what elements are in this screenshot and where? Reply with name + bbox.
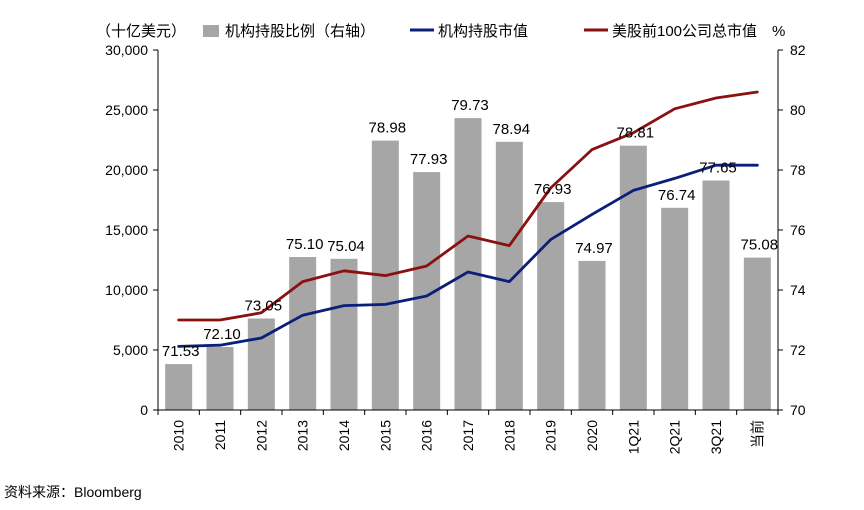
institutional-market-value-line [177, 163, 759, 348]
bar-data-label: 75.04 [327, 238, 365, 255]
right-axis-unit-label: % [772, 23, 785, 40]
x-axis-tick-label: 1Q21 [625, 420, 641, 454]
bar-data-label: 75.08 [741, 237, 779, 254]
right-axis-tick-label: 82 [790, 42, 806, 58]
bar [619, 145, 647, 410]
x-axis-tick-label: 2010 [171, 420, 187, 451]
bar [537, 202, 565, 410]
bar [743, 257, 771, 410]
bar-data-label: 73.05 [245, 298, 283, 315]
bar [165, 364, 193, 410]
x-axis-tick-label: 2011 [212, 420, 228, 450]
line-series [177, 90, 759, 348]
bar-data-label: 79.73 [451, 97, 489, 114]
left-axis-tick-label: 15,000 [105, 222, 148, 238]
x-axis-tick-label: 2017 [460, 420, 476, 451]
left-axis-unit-label: （十亿美元） [96, 23, 186, 40]
x-axis-tick-label: 2018 [501, 420, 517, 451]
right-axis-tick-label: 76 [790, 222, 806, 238]
top100-market-cap-line [177, 90, 759, 322]
bar-data-label: 77.93 [410, 151, 448, 168]
x-axis-tick-label: 3Q21 [708, 420, 724, 454]
x-axis-tick-label: 2012 [253, 420, 269, 451]
bar-data-label: 76.93 [534, 181, 572, 198]
bar-data-label: 76.74 [658, 187, 696, 204]
axes: 0 5,000 10,000 15,000 20,000 25,000 30,000 70 72… [105, 42, 806, 454]
left-axis-tick-label: 0 [140, 402, 148, 418]
bar-data-label: 77.65 [699, 160, 737, 177]
right-axis-tick-label: 78 [790, 162, 806, 178]
x-axis-tick-label: 2Q21 [667, 420, 683, 454]
bar [330, 258, 358, 410]
right-axis-tick-label: 74 [790, 282, 806, 298]
bar [702, 180, 730, 410]
source-note: 资料来源：Bloomberg [4, 484, 142, 500]
bar-data-label: 71.53 [162, 343, 200, 360]
left-axis-tick-label: 20,000 [105, 162, 148, 178]
legend-label: 机构持股市值 [438, 23, 528, 40]
left-axis-tick-label: 5,000 [113, 342, 148, 358]
x-axis-tick-label: 当前 [749, 420, 765, 448]
bar-data-label: 74.97 [575, 240, 613, 257]
legend-swatch-bar [203, 25, 219, 37]
bar-series [165, 118, 771, 411]
x-axis-tick-label: 2019 [543, 420, 559, 451]
right-axis-tick-label: 70 [790, 402, 806, 418]
bar [495, 141, 523, 411]
right-axis-tick-label: 80 [790, 102, 806, 118]
bar-data-label: 72.10 [203, 326, 241, 343]
legend: 机构持股比例（右轴） 机构持股市值 美股前100公司总市值 [203, 23, 757, 40]
x-axis-tick-label: 2015 [377, 420, 393, 451]
bar-data-label: 75.10 [286, 236, 324, 253]
legend-label: 美股前100公司总市值 [612, 23, 757, 40]
bar [578, 260, 606, 410]
legend-label: 机构持股比例（右轴） [225, 23, 375, 40]
x-axis-tick-label: 2014 [336, 420, 352, 451]
bar-data-label: 78.94 [493, 121, 531, 138]
bar [661, 207, 689, 410]
left-axis-tick-label: 30,000 [105, 42, 148, 58]
bar [454, 118, 482, 410]
x-axis-tick-label: 2013 [295, 420, 311, 451]
left-axis-tick-label: 10,000 [105, 282, 148, 298]
bar-data-label: 78.81 [617, 125, 655, 142]
left-axis-tick-label: 25,000 [105, 102, 148, 118]
bar-data-label: 78.98 [369, 120, 407, 137]
bar [206, 347, 234, 410]
x-axis-tick-label: 2016 [419, 420, 435, 451]
x-axis-tick-label: 2020 [584, 420, 600, 451]
right-axis-tick-label: 72 [790, 342, 806, 358]
